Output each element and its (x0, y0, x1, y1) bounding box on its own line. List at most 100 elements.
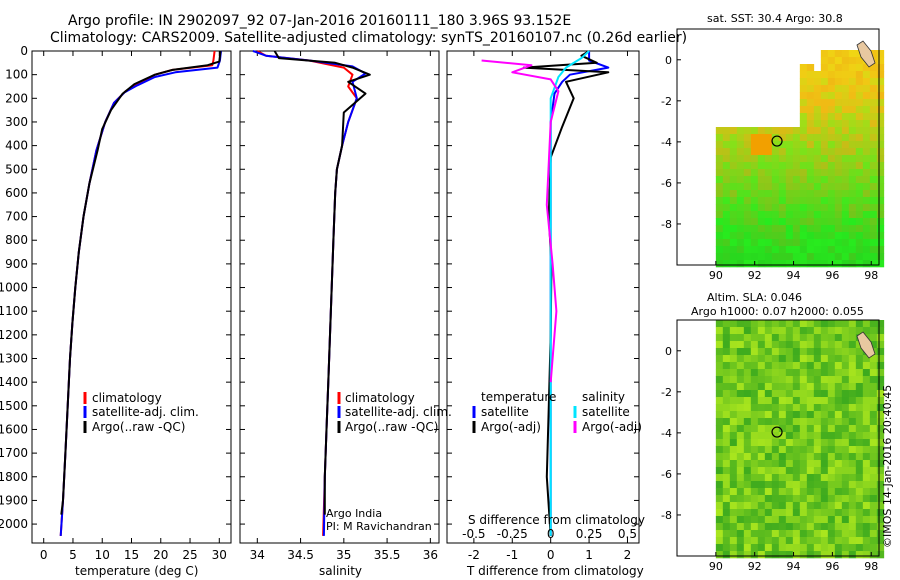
map-cell (778, 383, 787, 391)
map-cell (834, 446, 843, 454)
map-cell (799, 355, 808, 363)
map-cell (869, 169, 878, 177)
map-cell (757, 134, 766, 142)
map-cell (848, 232, 857, 240)
map-cell (806, 460, 815, 468)
map-cell (792, 348, 801, 356)
map-cell (834, 551, 843, 559)
map-cell (820, 85, 829, 93)
map-cell (869, 551, 878, 559)
map-cell (834, 481, 843, 489)
map-cell (834, 57, 843, 65)
map-cell (827, 169, 836, 177)
map-cell (729, 544, 738, 552)
map-cell (715, 397, 724, 405)
map-cell (841, 320, 850, 328)
map-cell (869, 544, 878, 552)
map-cell (757, 516, 766, 524)
map-cell (757, 369, 766, 377)
map-cell (820, 320, 829, 328)
map-cell (792, 218, 801, 226)
map-cell (827, 327, 836, 335)
depth-tick-label: 200 (5, 91, 28, 105)
map-cell (729, 369, 738, 377)
map-cell (820, 127, 829, 135)
map-cell (792, 141, 801, 149)
map-cell (862, 397, 871, 405)
map-cell (869, 418, 878, 426)
map-cell (862, 85, 871, 93)
map-cell (827, 106, 836, 114)
map-cell (827, 530, 836, 538)
map-cell (792, 439, 801, 447)
map-cell (757, 190, 766, 198)
map-cell (792, 432, 801, 440)
map-cell (813, 113, 822, 121)
map-cell (736, 176, 745, 184)
map-cell (722, 530, 731, 538)
map-cell (799, 127, 808, 135)
depth-tick-label: 1200 (0, 328, 28, 342)
map-cell (841, 481, 850, 489)
map-cell (722, 341, 731, 349)
map-cell (820, 71, 829, 79)
map-cell (869, 204, 878, 212)
map-cell (792, 162, 801, 170)
map-cell (757, 232, 766, 240)
map-cell (834, 253, 843, 261)
map-cell (736, 369, 745, 377)
map-cell (778, 176, 787, 184)
map-cell (778, 327, 787, 335)
map-cell (764, 460, 773, 468)
map-cell (862, 232, 871, 240)
map-cell (841, 127, 850, 135)
legend-climatology-label: climatology (345, 391, 415, 405)
map-cell (715, 502, 724, 510)
map-cell (785, 369, 794, 377)
map-cell (799, 134, 808, 142)
map-cell (722, 134, 731, 142)
map-cell (729, 162, 738, 170)
map-cell (778, 155, 787, 163)
map-cell (848, 404, 857, 412)
map-cell (827, 537, 836, 545)
map-cell (722, 523, 731, 531)
map-cell (813, 162, 822, 170)
map-x-tick-label: 98 (864, 269, 878, 282)
depth-tick-label: 1100 (0, 304, 28, 318)
map-cell (771, 418, 780, 426)
map-cell (757, 383, 766, 391)
map-cell (869, 92, 878, 100)
map-cell (743, 246, 752, 254)
map-cell (799, 411, 808, 419)
map-cell (778, 432, 787, 440)
map-cell (785, 320, 794, 328)
map-cell (876, 204, 885, 212)
map-cell (736, 218, 745, 226)
map-cell (841, 134, 850, 142)
map-cell (834, 127, 843, 135)
legend-satellite-label: satellite-adj. clim. (92, 405, 199, 419)
map-cell (792, 148, 801, 156)
map-cell (848, 474, 857, 482)
map-cell (778, 225, 787, 233)
map-cell (876, 404, 885, 412)
depth-tick-label: 1900 (0, 493, 28, 507)
map-cell (855, 418, 864, 426)
map-cell (799, 460, 808, 468)
map-cell (855, 155, 864, 163)
map-cell (827, 113, 836, 121)
map-cell (778, 481, 787, 489)
map-cell (827, 134, 836, 142)
map-cell (736, 246, 745, 254)
map-cell (855, 113, 864, 121)
x-tick-label: 2 (624, 548, 632, 562)
legend-satellite-label: satellite-adj. clim. (345, 405, 452, 419)
map-cell (834, 348, 843, 356)
map-cell (876, 120, 885, 128)
map-cell (862, 225, 871, 233)
map-cell (722, 495, 731, 503)
map-cell (869, 106, 878, 114)
map-cell (771, 411, 780, 419)
map-cell (869, 64, 878, 72)
